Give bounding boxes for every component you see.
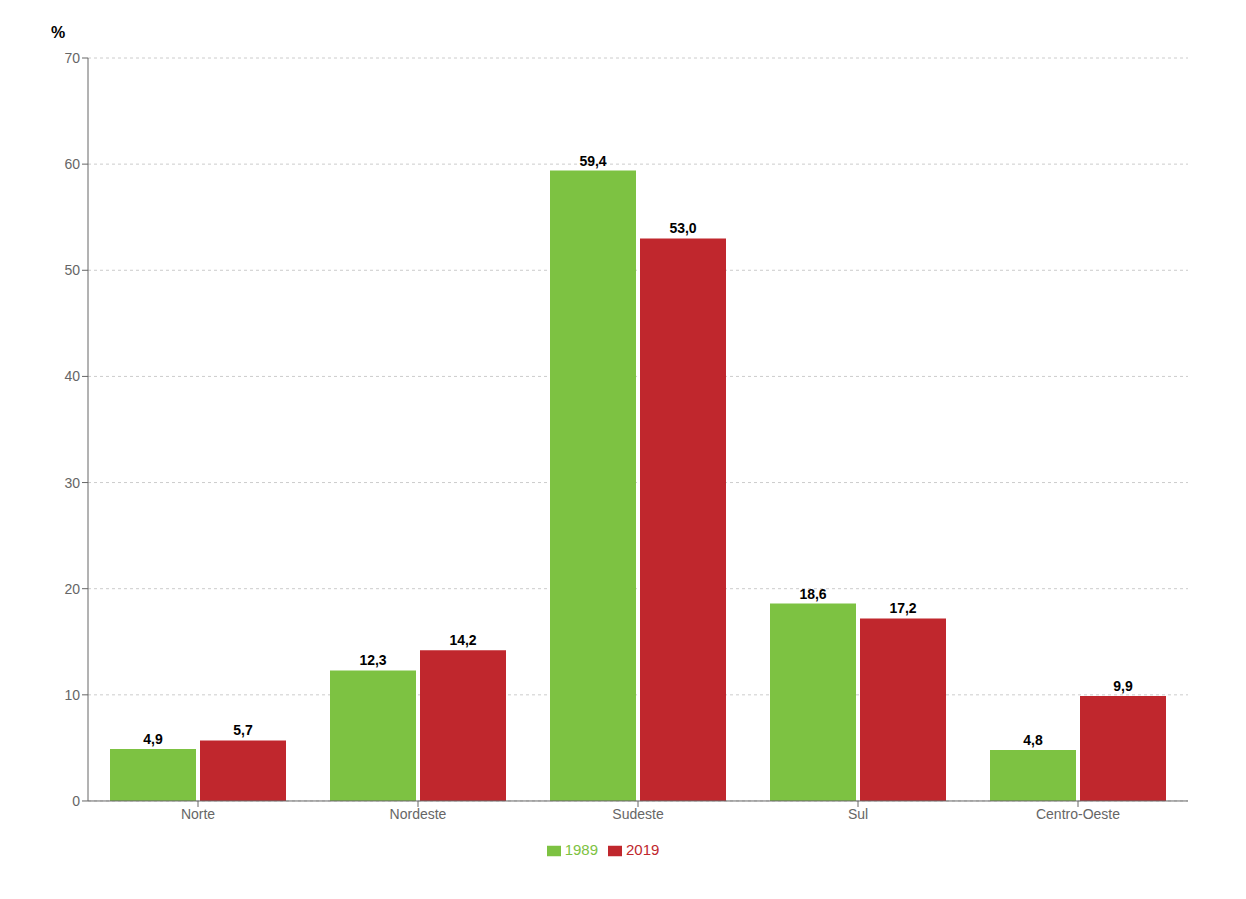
svg-text:4,9: 4,9 — [143, 731, 163, 747]
svg-text:17,2: 17,2 — [889, 600, 916, 616]
svg-text:Sudeste: Sudeste — [612, 806, 664, 822]
svg-text:Sul: Sul — [848, 806, 868, 822]
svg-text:14,2: 14,2 — [449, 632, 476, 648]
svg-text:60: 60 — [64, 156, 80, 172]
html-text:2019: 2019 — [626, 841, 660, 858]
svg-text:Nordeste: Nordeste — [390, 806, 447, 822]
html-text:1989: 1989 — [564, 841, 598, 858]
svg-text:%: % — [51, 24, 65, 41]
svg-text:18,6: 18,6 — [799, 586, 826, 602]
svg-text:10: 10 — [64, 687, 80, 703]
svg-text:53,0: 53,0 — [669, 220, 696, 236]
svg-text:Centro-Oeste: Centro-Oeste — [1036, 806, 1120, 822]
svg-text:30: 30 — [64, 475, 80, 491]
svg-text:5,7: 5,7 — [233, 722, 253, 738]
svg-text:70: 70 — [64, 50, 80, 66]
svg-text:12,3: 12,3 — [359, 652, 386, 668]
svg-text:20: 20 — [64, 581, 80, 597]
svg-text:9,9: 9,9 — [1113, 678, 1133, 694]
svg-text:40: 40 — [64, 368, 80, 384]
svg-text:Norte: Norte — [181, 806, 215, 822]
svg-text:50: 50 — [64, 262, 80, 278]
svg-text:59,4: 59,4 — [579, 153, 606, 169]
svg-text:4,8: 4,8 — [1023, 732, 1043, 748]
svg-text:0: 0 — [72, 793, 80, 809]
